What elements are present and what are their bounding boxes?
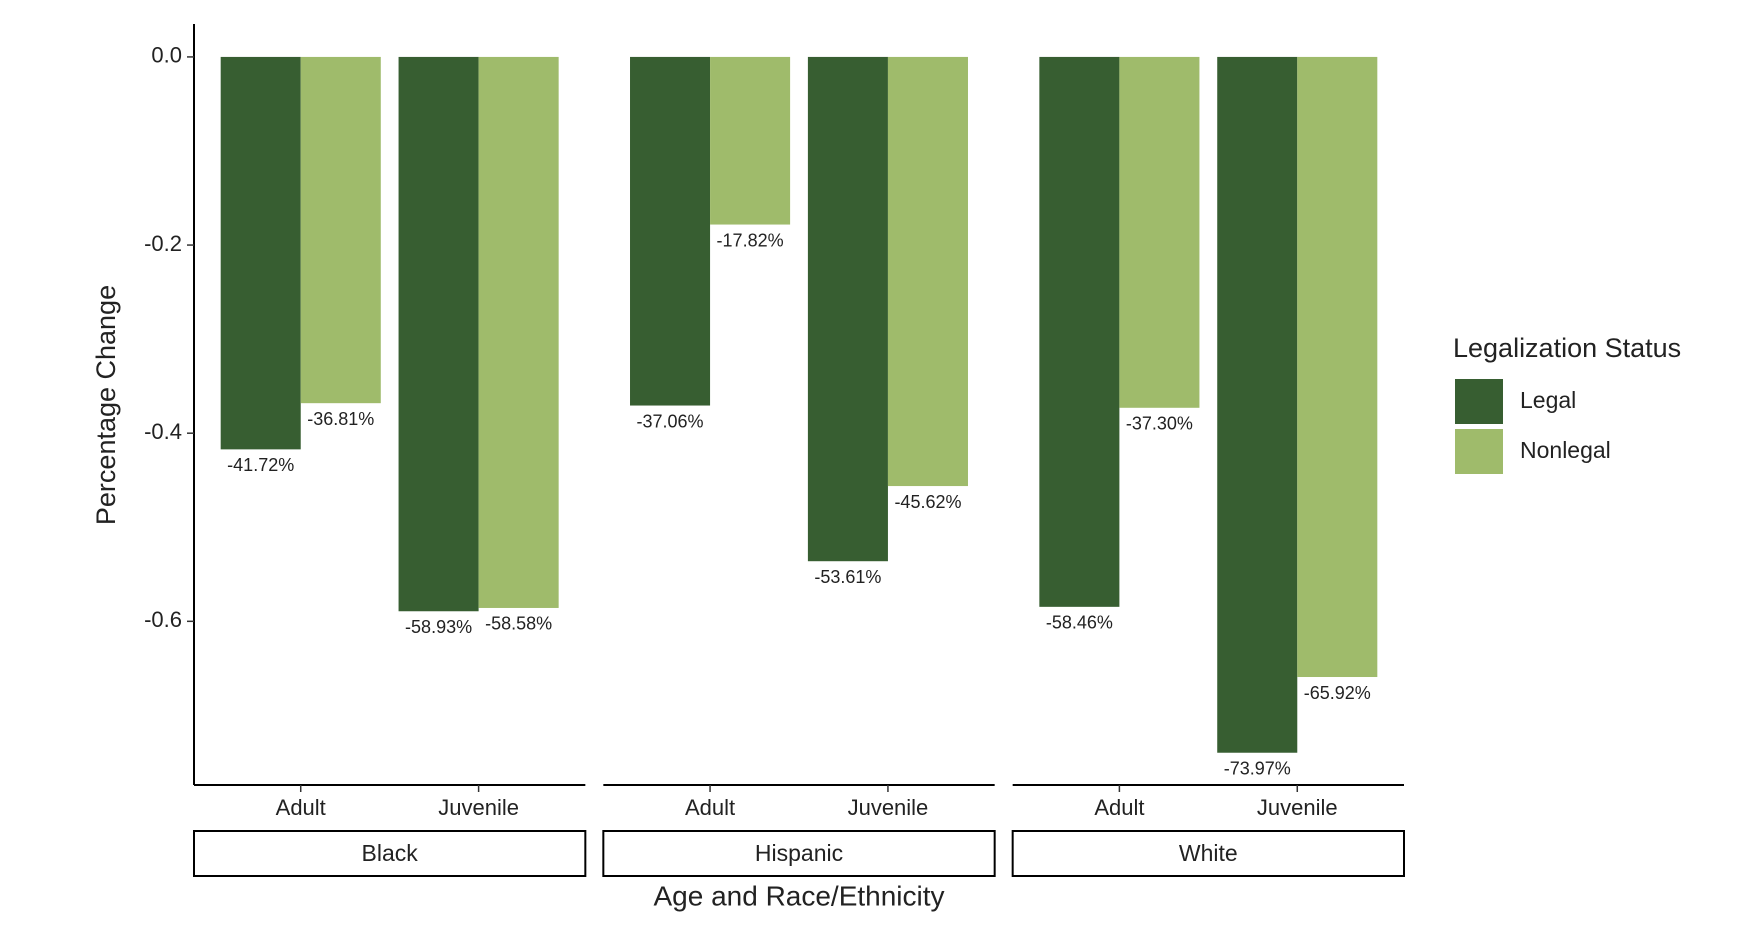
legend-label: Legal: [1520, 387, 1576, 413]
value-label: -58.46%: [1046, 613, 1113, 633]
x-axis-title: Age and Race/Ethnicity: [653, 880, 944, 911]
value-label: -65.92%: [1304, 683, 1371, 703]
legend-title: Legalization Status: [1453, 333, 1681, 363]
value-label: -58.58%: [485, 614, 552, 634]
value-label: -45.62%: [894, 492, 961, 512]
value-label: -17.82%: [717, 230, 784, 250]
bar: [887, 56, 968, 487]
bar: [1039, 56, 1120, 607]
bar: [630, 56, 711, 406]
value-label: -36.81%: [307, 409, 374, 429]
facet-label: White: [1179, 840, 1238, 866]
y-tick-label: -0.4: [144, 419, 182, 444]
facet-label: Hispanic: [755, 840, 843, 866]
y-tick-label: -0.6: [144, 607, 182, 632]
facet-strip: [602, 830, 996, 877]
x-tick-label: Juvenile: [1257, 795, 1338, 820]
value-label: -58.93%: [405, 617, 472, 637]
bar: [1119, 56, 1200, 408]
x-tick-label: Juvenile: [848, 795, 929, 820]
y-tick-label: -0.2: [144, 231, 182, 256]
legend-swatch: [1455, 429, 1503, 474]
bar: [1297, 56, 1378, 678]
bar: [300, 56, 381, 404]
x-tick-label: Adult: [1094, 795, 1144, 820]
value-label: -53.61%: [814, 567, 881, 587]
legend-label: Nonlegal: [1520, 437, 1611, 463]
x-tick-label: Adult: [685, 795, 735, 820]
bar: [478, 56, 559, 608]
value-label: -37.06%: [637, 411, 704, 431]
value-label: -41.72%: [227, 455, 294, 475]
x-tick-label: Juvenile: [438, 795, 519, 820]
bar: [220, 56, 301, 450]
x-tick-label: Adult: [276, 795, 326, 820]
legend-swatch: [1455, 379, 1503, 424]
bar: [398, 56, 479, 612]
facet-strip: [193, 830, 587, 877]
facet-label: Black: [362, 840, 419, 866]
value-label: -37.30%: [1126, 414, 1193, 434]
y-axis-title: Percentage Change: [91, 285, 121, 525]
bar: [807, 56, 888, 562]
bar: [710, 56, 791, 225]
y-tick-label: 0.0: [151, 43, 182, 68]
facet-strip: [1011, 830, 1406, 877]
value-label: -73.97%: [1224, 758, 1291, 778]
bar: [1217, 56, 1298, 753]
